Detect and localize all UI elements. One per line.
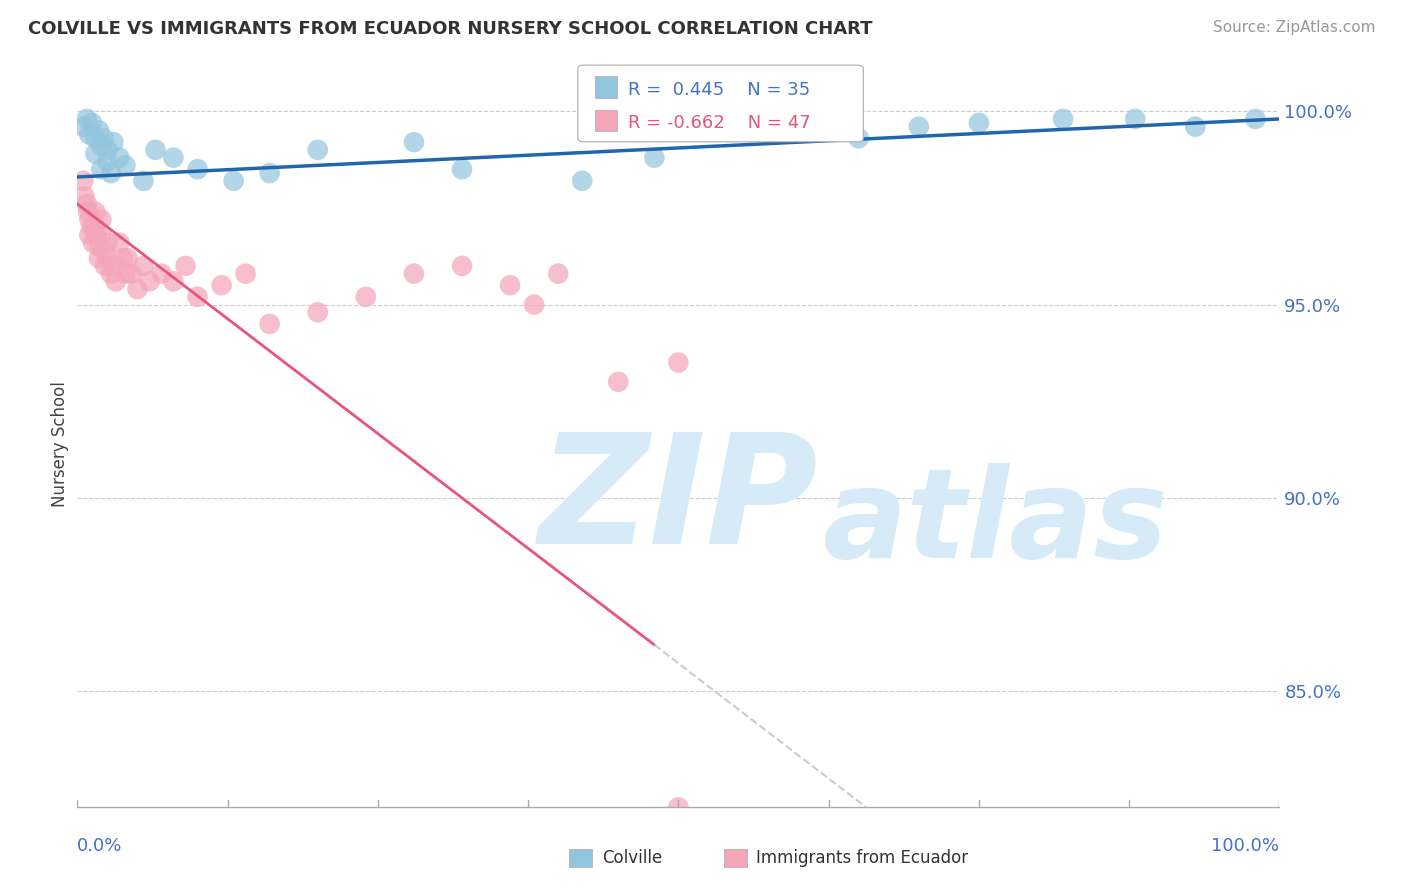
- Point: [120, 267, 142, 281]
- Point: [307, 305, 329, 319]
- Point: [162, 274, 184, 288]
- Point: [523, 297, 546, 311]
- Point: [187, 290, 209, 304]
- Text: Colville: Colville: [602, 849, 662, 867]
- Point: [499, 278, 522, 293]
- Point: [90, 212, 112, 227]
- Point: [87, 251, 110, 265]
- Point: [111, 251, 134, 265]
- Point: [307, 143, 329, 157]
- Point: [76, 197, 98, 211]
- Text: atlas: atlas: [823, 463, 1168, 584]
- Point: [72, 120, 94, 134]
- Point: [84, 220, 107, 235]
- Point: [607, 375, 630, 389]
- Point: [259, 317, 281, 331]
- Point: [93, 131, 115, 145]
- Point: [451, 259, 474, 273]
- Point: [187, 162, 209, 177]
- Point: [79, 212, 101, 227]
- Point: [90, 139, 112, 153]
- Point: [90, 227, 112, 242]
- Point: [82, 235, 104, 250]
- Point: [96, 235, 118, 250]
- Point: [571, 174, 593, 188]
- Text: R = -0.662    N = 47: R = -0.662 N = 47: [628, 114, 811, 132]
- Text: ZIP: ZIP: [538, 427, 818, 576]
- Point: [93, 244, 115, 258]
- Point: [117, 251, 139, 265]
- Text: Source: ZipAtlas.com: Source: ZipAtlas.com: [1212, 20, 1375, 35]
- Point: [211, 278, 233, 293]
- Point: [114, 158, 136, 172]
- Point: [1184, 120, 1206, 134]
- Point: [668, 800, 690, 814]
- Y-axis label: Nursery School: Nursery School: [51, 381, 69, 507]
- Point: [145, 143, 167, 157]
- Text: 100.0%: 100.0%: [1212, 837, 1279, 855]
- Point: [80, 220, 103, 235]
- Point: [73, 189, 96, 203]
- Point: [100, 166, 122, 180]
- Point: [79, 227, 101, 242]
- Text: COLVILLE VS IMMIGRANTS FROM ECUADOR NURSERY SCHOOL CORRELATION CHART: COLVILLE VS IMMIGRANTS FROM ECUADOR NURS…: [28, 20, 873, 37]
- Point: [77, 204, 100, 219]
- Text: 0.0%: 0.0%: [77, 837, 122, 855]
- Point: [1123, 112, 1146, 126]
- Point: [104, 274, 127, 288]
- Point: [87, 239, 110, 253]
- Point: [222, 174, 245, 188]
- Point: [94, 259, 117, 273]
- Point: [402, 135, 425, 149]
- Point: [174, 259, 197, 273]
- Point: [114, 267, 136, 281]
- Point: [103, 135, 125, 149]
- Point: [96, 251, 118, 265]
- Point: [150, 267, 173, 281]
- Point: [259, 166, 281, 180]
- Point: [76, 112, 98, 126]
- Point: [87, 123, 110, 137]
- Point: [547, 267, 569, 281]
- Point: [787, 123, 810, 137]
- Point: [86, 227, 108, 242]
- Point: [90, 162, 112, 177]
- Point: [402, 267, 425, 281]
- Text: Immigrants from Ecuador: Immigrants from Ecuador: [756, 849, 969, 867]
- Point: [84, 131, 107, 145]
- Point: [84, 204, 107, 219]
- Point: [1052, 112, 1074, 126]
- Point: [100, 267, 122, 281]
- Point: [162, 151, 184, 165]
- Point: [108, 151, 131, 165]
- Point: [80, 116, 103, 130]
- Point: [138, 274, 160, 288]
- Text: R =  0.445    N = 35: R = 0.445 N = 35: [628, 80, 811, 98]
- Point: [132, 259, 155, 273]
- Point: [132, 174, 155, 188]
- Point: [908, 120, 931, 134]
- Point: [108, 235, 131, 250]
- Point: [1244, 112, 1267, 126]
- Point: [643, 151, 665, 165]
- Point: [668, 355, 690, 369]
- Point: [451, 162, 474, 177]
- Point: [79, 128, 101, 142]
- Point: [96, 143, 118, 157]
- Point: [235, 267, 257, 281]
- Point: [967, 116, 990, 130]
- Point: [84, 146, 107, 161]
- Point: [103, 259, 125, 273]
- Point: [96, 154, 118, 169]
- Point: [72, 174, 94, 188]
- Point: [354, 290, 377, 304]
- Point: [848, 131, 870, 145]
- Point: [127, 282, 149, 296]
